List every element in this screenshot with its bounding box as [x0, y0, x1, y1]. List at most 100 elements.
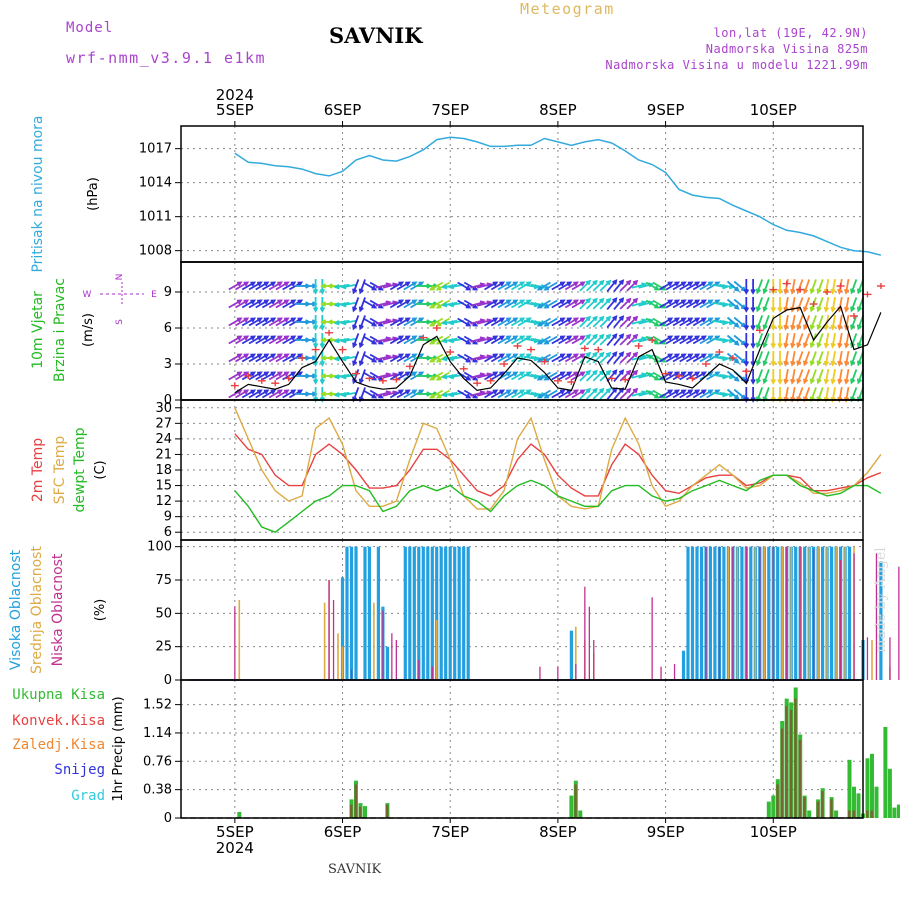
precip-bar-conv	[794, 698, 797, 818]
precip-bar-total	[766, 801, 771, 818]
cloud-bar-low	[350, 669, 353, 680]
wind-arrow-head	[371, 303, 378, 309]
wind-arrow-head	[850, 288, 856, 295]
wind-arrow	[362, 317, 376, 327]
wind-arrow	[817, 315, 824, 329]
ytick-label-clouds: 75	[155, 573, 172, 588]
wind-arrow	[692, 281, 706, 291]
wind-arrow	[463, 281, 477, 291]
wind-arrow	[784, 314, 789, 330]
cloud-bar-mid	[323, 602, 326, 680]
wind-arrow-head	[250, 371, 257, 377]
wind-arrow-head	[809, 288, 815, 295]
wind-arrow	[235, 281, 249, 291]
wind-arrow	[228, 371, 242, 381]
wind-arrow-head	[429, 285, 435, 291]
wind-arrow	[659, 353, 673, 363]
wind-arrow	[484, 389, 498, 399]
wind-arrow-head	[448, 337, 455, 344]
wind-arrow-head	[319, 325, 326, 331]
cloud-bar-mid	[238, 600, 241, 680]
wind-arrow	[558, 335, 572, 345]
wind-arrow-head	[856, 288, 863, 295]
wind-arrow	[396, 281, 410, 291]
wind-arrow	[719, 355, 734, 361]
wind-arrow-head	[830, 342, 836, 349]
ytick-label-temperature: 24	[155, 432, 172, 447]
wind-arrow-head	[340, 319, 347, 326]
cloud-bar-high	[681, 650, 686, 680]
wind-arrow-head	[618, 297, 625, 303]
wind-arrow-head	[837, 288, 843, 295]
wind-arrow-head	[543, 285, 550, 291]
wind-arrow-head	[312, 289, 319, 295]
wind-arrow	[403, 299, 417, 309]
wind-arrow-head	[770, 379, 776, 385]
wind-arrow-head	[654, 321, 660, 327]
wind-arrow-head	[681, 353, 687, 359]
wind-arrow	[382, 319, 397, 325]
wind-arrow	[712, 391, 727, 397]
wind-arrow-head	[326, 373, 333, 379]
wind-arrow-head	[707, 281, 714, 287]
wind-arrow-head	[326, 355, 333, 361]
wind-arrow	[763, 315, 770, 329]
wind-arrow	[511, 335, 525, 345]
wind-arrow-head	[333, 283, 340, 290]
precip-title-3: Snijeg	[54, 762, 105, 778]
precip-bar-conv	[350, 804, 353, 818]
model-label: Model	[66, 20, 114, 36]
wind-arrow	[403, 317, 417, 327]
day-label-bottom: 10SEP	[750, 823, 797, 841]
wind-arrow	[803, 297, 811, 311]
wind-arrow-head	[599, 333, 605, 340]
wind-arrow-head	[823, 396, 830, 403]
wind-arrow-head	[486, 282, 493, 288]
wind-arrow	[791, 350, 796, 366]
cloud-bar-high	[466, 546, 470, 680]
wind-arrow	[248, 353, 262, 363]
wind-arrow-head	[618, 279, 625, 285]
wind-arrow	[484, 299, 498, 309]
wind-arrow	[362, 299, 376, 309]
wind-arrow-head	[283, 281, 290, 287]
wind-arrow	[679, 317, 693, 327]
wind-arrow-head	[687, 335, 694, 341]
wind-arrow-head	[418, 371, 425, 377]
wind-arrow	[817, 297, 824, 311]
wind-arrow	[719, 373, 734, 379]
wind-arrow	[537, 335, 551, 345]
wind-arrow-head	[777, 379, 783, 385]
cloud-bar-low	[898, 566, 900, 680]
wind-arrow-head	[654, 357, 660, 363]
wind-arrow-head	[519, 371, 526, 377]
wind-arrow	[763, 351, 770, 365]
wind-arrow-head	[536, 285, 543, 291]
wind-arrow	[592, 370, 604, 382]
wind-arrow	[255, 371, 269, 381]
wind-arrow-head	[290, 371, 297, 377]
wind-arrow	[352, 315, 360, 329]
wind-arrow-head	[626, 351, 632, 358]
wind-arrow	[631, 301, 646, 307]
wind-arrow-head	[352, 324, 358, 331]
cloud-bar-mid	[575, 626, 577, 680]
wind-arrow	[484, 335, 498, 345]
wind-arrow	[470, 355, 485, 361]
wind-arrow	[850, 387, 858, 401]
wind-arrow-head	[320, 391, 327, 397]
day-label-top: 7SEP	[431, 101, 469, 119]
wind-arrow	[631, 337, 646, 343]
wind-arrow-head	[340, 337, 347, 344]
wind-arrow	[825, 296, 830, 312]
wind-arrow-head	[580, 389, 586, 395]
wind-arrow-head	[605, 351, 612, 358]
wind-arrow	[659, 317, 673, 327]
wind-arrow	[523, 337, 539, 343]
wind-arrow	[810, 369, 817, 383]
wind-arrow-head	[566, 371, 573, 377]
wind-arrow	[544, 317, 558, 327]
wind-arrow-head	[486, 372, 493, 378]
wind-arrow-head	[734, 286, 740, 292]
wind-arrow-head	[257, 299, 263, 305]
